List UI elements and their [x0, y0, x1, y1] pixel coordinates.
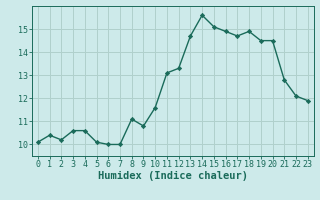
X-axis label: Humidex (Indice chaleur): Humidex (Indice chaleur): [98, 171, 248, 181]
